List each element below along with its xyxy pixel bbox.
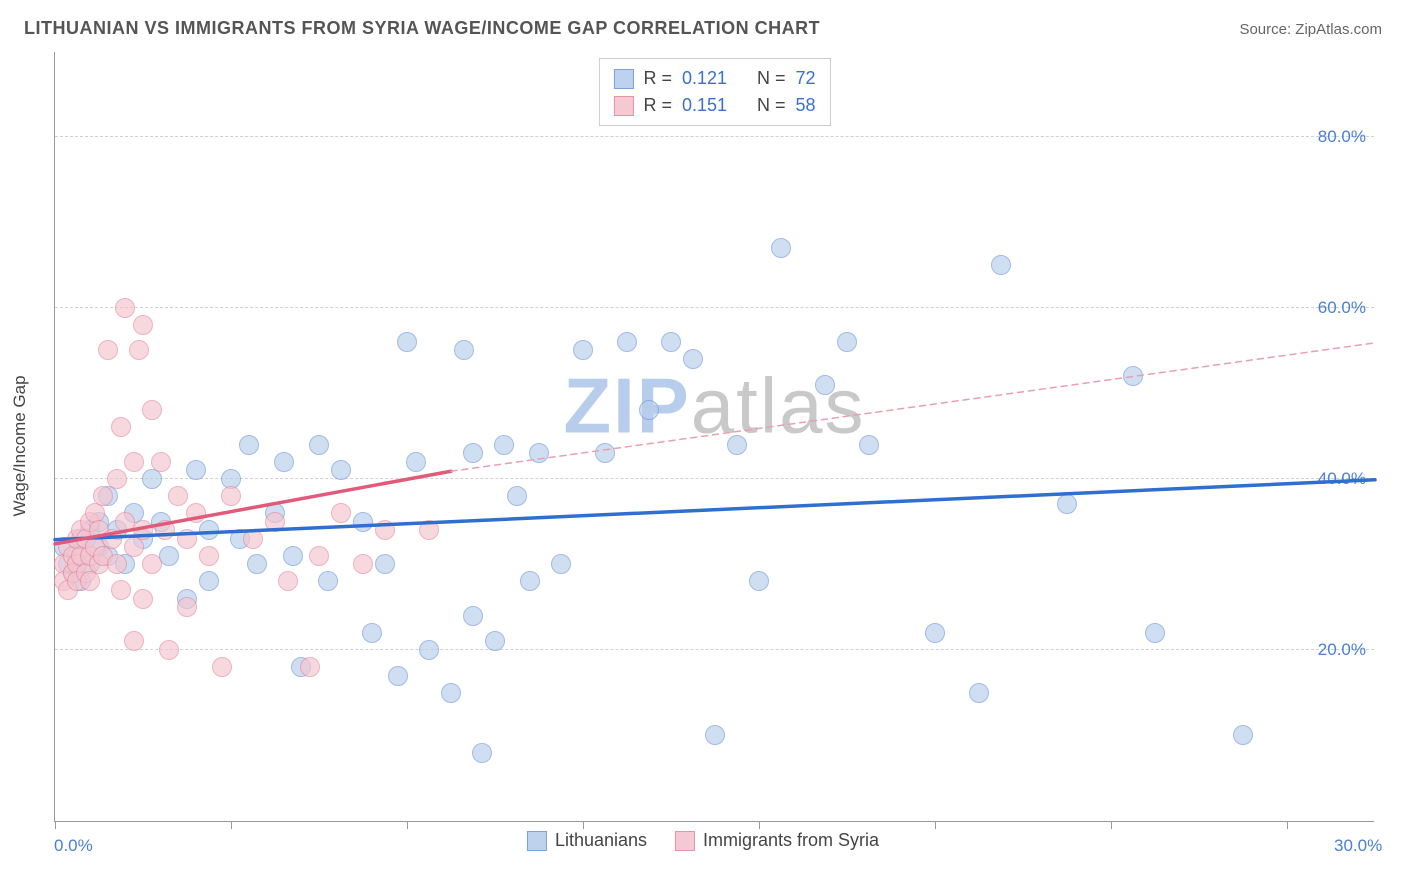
x-tick xyxy=(583,821,584,829)
scatter-plot: ZIPatlas R = 0.121 N = 72 R = 0.151 N = … xyxy=(54,52,1374,822)
legend-item-1: Lithuanians xyxy=(527,830,647,851)
bottom-legend: Lithuanians Immigrants from Syria xyxy=(527,830,879,851)
x-tick-label: 0.0% xyxy=(54,836,93,856)
x-tick xyxy=(1287,821,1288,829)
source-label: Source: ZipAtlas.com xyxy=(1239,21,1382,38)
x-tick xyxy=(759,821,760,829)
legend-label-2: Immigrants from Syria xyxy=(703,830,879,851)
swatch-series-1 xyxy=(527,831,547,851)
x-tick xyxy=(231,821,232,829)
x-tick xyxy=(55,821,56,829)
x-tick-label: 30.0% xyxy=(1334,836,1382,856)
x-tick xyxy=(407,821,408,829)
trend-lines xyxy=(55,52,1375,822)
x-tick xyxy=(1111,821,1112,829)
x-tick xyxy=(935,821,936,829)
swatch-series-2 xyxy=(675,831,695,851)
chart-title: LITHUANIAN VS IMMIGRANTS FROM SYRIA WAGE… xyxy=(24,18,820,39)
y-axis-title: Wage/Income Gap xyxy=(10,375,30,516)
legend-item-2: Immigrants from Syria xyxy=(675,830,879,851)
legend-label-1: Lithuanians xyxy=(555,830,647,851)
